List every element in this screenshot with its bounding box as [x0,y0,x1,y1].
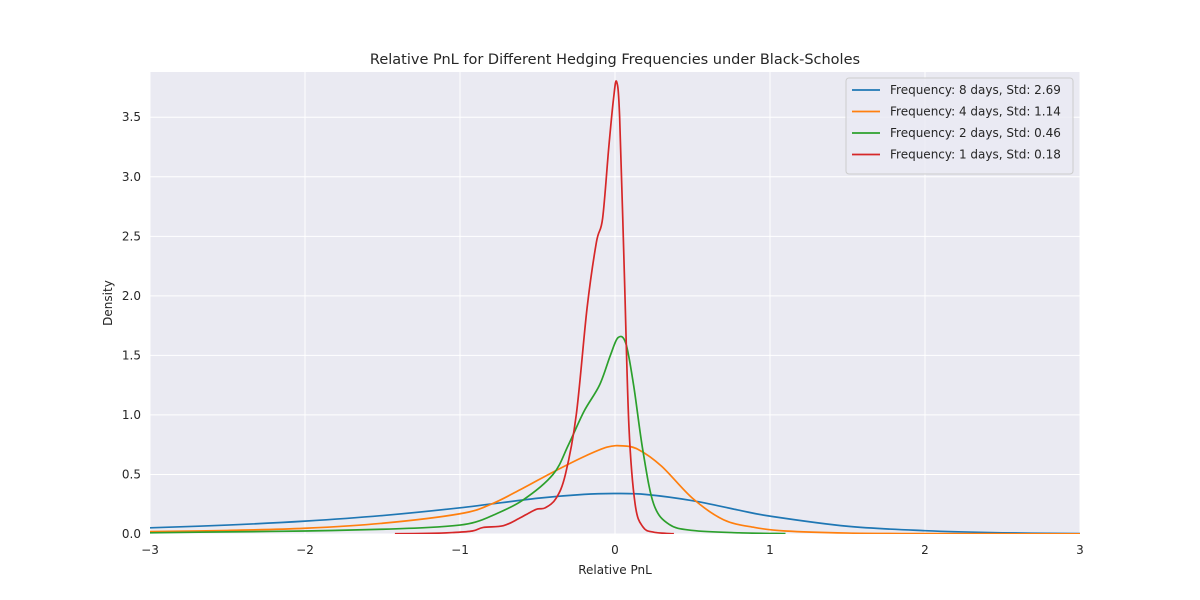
series-line-4 [394,80,674,534]
legend-label-1: Frequency: 8 days, Std: 2.69 [890,83,1061,97]
series-line-2 [150,444,1080,534]
x-tick-label: 1 [766,543,774,557]
legend-label-4: Frequency: 1 days, Std: 0.18 [890,148,1061,162]
y-tick-label: 1.5 [122,348,141,362]
chart-title: Relative PnL for Different Hedging Frequ… [370,52,860,68]
grid-lines [149,72,1081,535]
y-tick-label: 2.0 [122,289,141,303]
y-tick-label: 3.5 [122,110,141,124]
x-tick-label: 3 [1076,543,1084,557]
x-tick-label: 0 [611,543,619,557]
x-axis-ticks: −3 −2 −1 0 1 2 3 [141,543,1084,557]
legend-label-3: Frequency: 2 days, Std: 0.46 [890,126,1061,140]
legend-label-2: Frequency: 4 days, Std: 1.14 [890,105,1061,119]
series-layer [150,80,1080,534]
y-tick-label: 0.5 [122,467,141,481]
series-line-3 [150,335,786,534]
legend-box [845,77,1074,175]
y-axis-label: Density [101,280,115,326]
series-line-1 [150,492,1080,534]
legend: Frequency: 8 days, Std: 2.69 Frequency: 4… [845,77,1074,175]
x-tick-label: 2 [921,543,929,557]
y-tick-label: 3.0 [122,170,141,184]
y-tick-label: 2.5 [122,229,141,243]
x-axis-label: Relative PnL [578,563,652,577]
x-tick-label: −2 [296,543,314,557]
y-tick-label: 0.0 [122,527,141,541]
y-tick-label: 1.0 [122,408,141,422]
y-axis-ticks: 0.0 0.5 1.0 1.5 2.0 2.5 3.0 3.5 [122,110,141,541]
x-tick-label: −1 [451,543,469,557]
x-tick-label: −3 [141,543,159,557]
